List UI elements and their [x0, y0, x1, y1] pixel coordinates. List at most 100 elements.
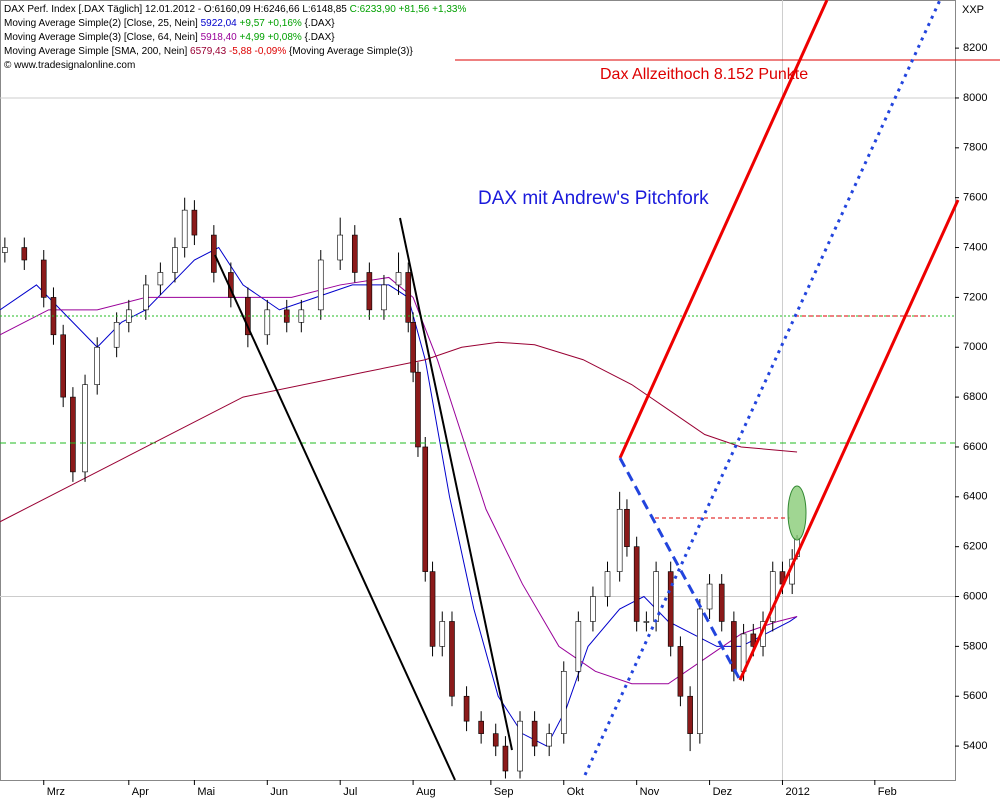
- candle-body: [70, 396, 76, 473]
- candle-body: [463, 695, 470, 722]
- candle-body: [502, 745, 509, 772]
- candle-body: [21, 247, 28, 261]
- candle-body: [560, 671, 567, 734]
- x-tick-label: Jun: [270, 786, 288, 798]
- x-tick-label: Mai: [197, 786, 215, 798]
- y-tick-label: 7600: [963, 192, 987, 204]
- y-tick-label: 5600: [963, 690, 987, 702]
- candle-body: [643, 621, 650, 623]
- candle-body: [405, 272, 412, 323]
- candle-body: [706, 583, 713, 610]
- y-tick-label: 6000: [963, 590, 987, 602]
- candle-body: [677, 646, 684, 697]
- candle-body: [172, 247, 178, 273]
- annotation: Dax Allzeithoch 8.152 Punkte: [600, 66, 808, 83]
- candle-body: [181, 209, 188, 248]
- candle-body: [633, 546, 640, 622]
- candle-body: [531, 720, 538, 747]
- candle-body: [429, 571, 436, 647]
- candle-body: [191, 209, 198, 236]
- candle-body: [94, 346, 101, 385]
- candle-body: [143, 284, 149, 311]
- moving-average: [0, 341, 798, 523]
- annotation: DAX mit Andrew's Pitchfork: [478, 188, 709, 209]
- legend-line: © www.tradesignalonline.com: [4, 60, 135, 71]
- candle-body: [575, 621, 582, 672]
- pitchfork-handle: [618, 457, 742, 681]
- legend-text: Moving Average Simple(2) [Close, 25, Nei…: [4, 18, 201, 29]
- candle-body: [410, 322, 416, 373]
- x-tick-label: Jul: [343, 786, 357, 798]
- legend-text: Moving Average Simple [SMA, 200, Nein]: [4, 46, 190, 57]
- pitchfork-tine: [618, 0, 829, 459]
- candle-body: [415, 371, 421, 448]
- candle-body: [40, 259, 47, 298]
- candle-body: [492, 733, 499, 747]
- legend-text: 5922,04: [201, 18, 238, 29]
- candle-body: [60, 334, 66, 398]
- candle-body: [517, 720, 523, 772]
- candle-body: [667, 571, 674, 647]
- y-tick-label: 7000: [963, 341, 987, 353]
- candle-body: [439, 621, 446, 647]
- y-tick-label: 5400: [963, 740, 987, 752]
- x-tick-label: Mrz: [47, 786, 65, 798]
- candle-body: [366, 272, 373, 311]
- y-tick-label: 7400: [963, 241, 987, 253]
- candle-body: [264, 309, 271, 336]
- candle-body: [422, 446, 429, 572]
- legend-text: {Moving Average Simple(3)}: [286, 46, 413, 57]
- candle-body: [624, 508, 630, 547]
- legend-text: +9,57 +0,16%: [237, 18, 302, 29]
- candle-body: [697, 608, 703, 734]
- candle-body: [546, 733, 552, 747]
- candle-body: [687, 695, 693, 734]
- y-tick-label: 5800: [963, 640, 987, 652]
- candle-body: [590, 596, 596, 622]
- x-tick-label: Apr: [132, 786, 149, 798]
- candle-body: [113, 322, 120, 348]
- legend-line: Moving Average Simple(2) [Close, 25, Nei…: [4, 18, 335, 29]
- candle-body: [82, 384, 88, 473]
- legend-text: C:6233,90 +81,56 +1,33%: [350, 4, 467, 15]
- y-tick-label: 6800: [963, 391, 987, 403]
- x-tick-label: Sep: [494, 786, 514, 798]
- x-tick-label: 2012: [785, 786, 809, 798]
- candle-body: [731, 621, 737, 672]
- symbol: XXP: [962, 4, 984, 16]
- legend-text: 5918,40: [201, 32, 238, 43]
- x-tick-label: Aug: [416, 786, 436, 798]
- candle-body: [351, 234, 358, 273]
- plot-area: [0, 0, 956, 781]
- candle-body: [381, 284, 387, 311]
- candle-body: [616, 508, 623, 572]
- trend-line: [399, 217, 513, 751]
- candle-body: [604, 571, 611, 597]
- legend-text: © www.tradesignalonline.com: [4, 60, 135, 71]
- candle-body: [718, 583, 725, 622]
- legend-line: Moving Average Simple(3) [Close, 64, Nei…: [4, 32, 335, 43]
- legend-text: -5,88 -0,09%: [226, 46, 286, 57]
- legend-text: {.DAX}: [302, 18, 335, 29]
- legend-text: Moving Average Simple(3) [Close, 64, Nei…: [4, 32, 201, 43]
- candle-body: [2, 247, 8, 253]
- candle-body: [478, 720, 484, 734]
- x-tick-label: Dez: [713, 786, 733, 798]
- candle-body: [750, 633, 757, 647]
- trend-line: [214, 254, 456, 781]
- drawings: [0, 0, 1000, 781]
- pitchfork-tine: [738, 199, 960, 681]
- highlight: [787, 485, 807, 541]
- y-tick-label: 6200: [963, 541, 987, 553]
- y-tick-label: 6400: [963, 491, 987, 503]
- x-tick-label: Nov: [640, 786, 660, 798]
- pitchfork-median: [583, 0, 942, 776]
- legend-text: DAX Perf. Index [.DAX Täglich] 12.01.201…: [4, 4, 350, 15]
- candle-body: [157, 272, 164, 286]
- y-tick-label: 7800: [963, 142, 987, 154]
- plot-layer: [0, 0, 955, 780]
- candle-body: [449, 621, 455, 697]
- candle-body: [395, 272, 402, 286]
